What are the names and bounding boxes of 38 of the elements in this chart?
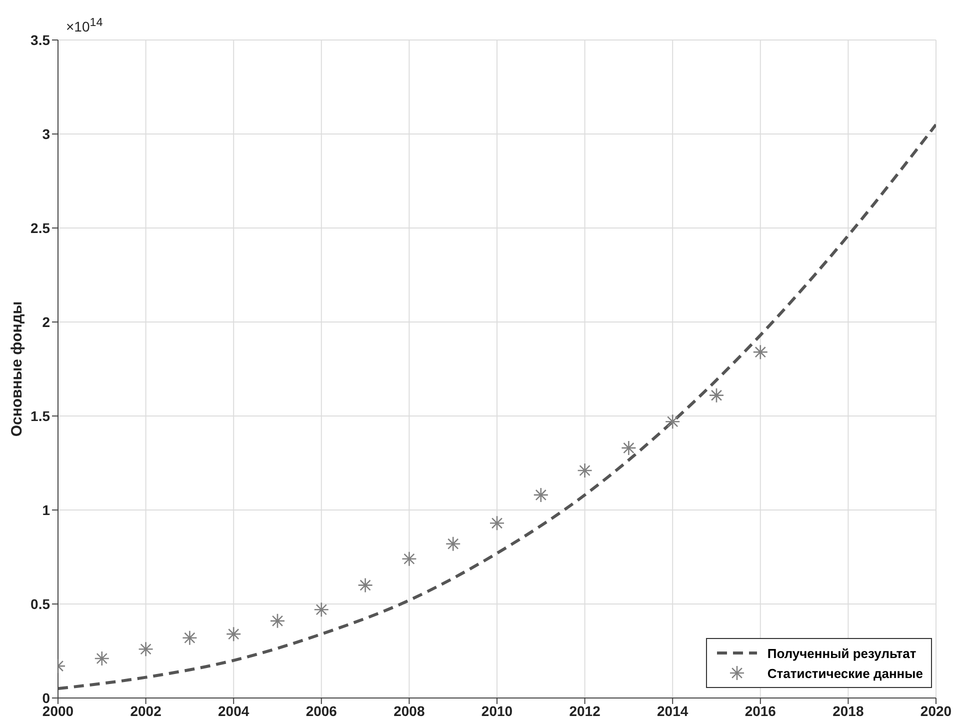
y-tick-label: 3.5: [30, 32, 50, 48]
point: [533, 487, 549, 503]
point: [94, 650, 110, 666]
x-tick-label: 2004: [218, 702, 250, 719]
point: [270, 613, 286, 629]
y-tick-label: 2: [42, 314, 50, 330]
x-tick-label: 2014: [657, 702, 688, 719]
x-tick-label: 2018: [832, 702, 864, 719]
point: [664, 414, 680, 430]
x-tick-label: 2010: [481, 702, 513, 719]
legend-label: Полученный результат: [767, 646, 916, 660]
y-tick-label: 1.5: [30, 408, 50, 424]
text: ×10$^{14}$: [66, 16, 103, 35]
y-tick-label: 1: [42, 502, 50, 518]
x-tick-label: 2012: [569, 702, 601, 719]
x-tick-label: 2020: [920, 702, 952, 719]
legend-label: Статистические данные: [767, 666, 923, 680]
point: [314, 602, 330, 618]
x-tick-label: 2016: [744, 702, 776, 719]
point: [358, 578, 373, 593]
point: [752, 344, 768, 360]
y-tick-label: 3: [42, 126, 50, 142]
line-series: [58, 123, 936, 690]
point: [445, 536, 461, 552]
point: [182, 630, 198, 646]
point: [226, 626, 242, 642]
y-axis-title: Основные фонды: [8, 301, 26, 437]
point: [577, 462, 592, 478]
point: [489, 516, 505, 531]
x-tick-label: 2006: [306, 702, 338, 719]
y-tick-label: 0.5: [30, 596, 50, 612]
point: [138, 641, 154, 657]
point: [708, 388, 724, 403]
y-tick-label: 2.5: [30, 220, 50, 236]
x-tick-label: 2002: [130, 702, 162, 719]
x-tick-label: 2008: [394, 702, 425, 719]
point: [621, 440, 636, 456]
point: [402, 551, 417, 567]
